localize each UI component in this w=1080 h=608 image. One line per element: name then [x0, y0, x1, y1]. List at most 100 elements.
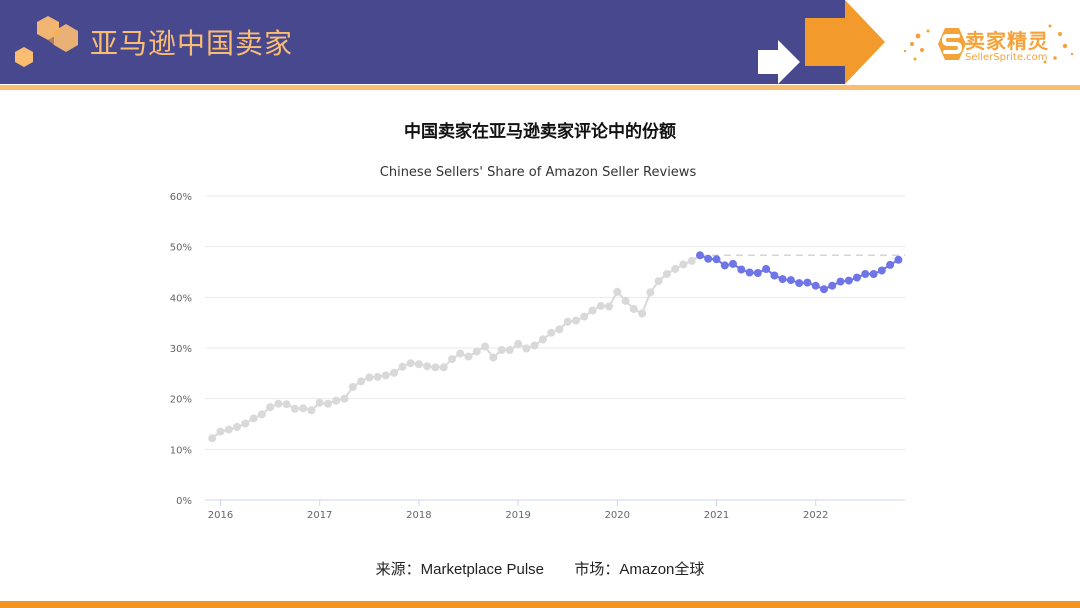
data-point[interactable]: [332, 396, 341, 405]
data-point[interactable]: [530, 341, 539, 350]
data-point[interactable]: [828, 281, 837, 290]
data-point[interactable]: [514, 339, 523, 348]
data-point[interactable]: [340, 394, 349, 403]
data-point[interactable]: [811, 281, 820, 290]
data-point[interactable]: [547, 328, 556, 337]
data-point[interactable]: [638, 309, 647, 318]
x-axis: 2016 2017 2018 2019 2020 2021 2022: [208, 500, 828, 521]
data-point[interactable]: [456, 349, 465, 358]
y-tick-label: 40%: [170, 293, 192, 304]
data-point[interactable]: [704, 254, 713, 263]
data-point[interactable]: [786, 276, 795, 285]
data-point[interactable]: [431, 363, 440, 372]
data-point[interactable]: [869, 270, 878, 278]
data-point[interactable]: [729, 259, 737, 268]
data-point[interactable]: [439, 363, 448, 372]
data-point[interactable]: [481, 342, 489, 351]
data-point[interactable]: [307, 406, 316, 415]
data-point[interactable]: [390, 368, 399, 377]
data-point[interactable]: [572, 316, 580, 325]
data-point[interactable]: [621, 296, 630, 305]
data-point[interactable]: [877, 266, 886, 275]
header-title: 亚马逊中国卖家: [90, 27, 294, 60]
y-tick-label: 0%: [176, 496, 192, 507]
data-point[interactable]: [365, 373, 374, 382]
brand-s-hexagon-icon: [903, 24, 1074, 64]
data-point[interactable]: [596, 301, 605, 310]
data-point[interactable]: [257, 410, 266, 419]
y-axis-labels: 0% 10% 20% 30% 40% 50% 60%: [170, 192, 192, 507]
data-point[interactable]: [315, 398, 324, 407]
data-point[interactable]: [613, 287, 622, 296]
data-point[interactable]: [770, 271, 779, 280]
y-tick-label: 50%: [170, 243, 192, 254]
market-label: 市场：Amazon全球: [574, 561, 705, 578]
data-point[interactable]: [646, 288, 655, 297]
series-1: [691, 251, 903, 294]
data-point[interactable]: [662, 270, 671, 278]
data-point[interactable]: [820, 285, 828, 294]
data-point[interactable]: [282, 400, 291, 409]
data-point[interactable]: [241, 419, 250, 428]
data-point[interactable]: [762, 265, 771, 273]
x-tick-label: 2017: [307, 510, 332, 521]
data-point[interactable]: [894, 255, 903, 264]
data-point[interactable]: [274, 399, 283, 408]
data-point[interactable]: [472, 347, 481, 356]
data-point[interactable]: [778, 275, 787, 284]
data-point[interactable]: [398, 362, 407, 371]
hexagon-logo-icon: [15, 16, 78, 67]
data-point[interactable]: [753, 269, 762, 277]
header: 亚马逊中国卖家 卖家精灵 SellerSprite.com: [0, 0, 1080, 92]
data-point[interactable]: [629, 305, 638, 313]
data-point[interactable]: [555, 325, 564, 334]
data-point[interactable]: [505, 346, 514, 354]
x-tick-label: 2022: [803, 510, 828, 521]
data-point[interactable]: [324, 399, 332, 408]
data-point[interactable]: [538, 335, 547, 344]
data-point[interactable]: [720, 261, 729, 270]
data-point[interactable]: [803, 278, 812, 287]
data-point[interactable]: [266, 403, 275, 412]
data-point[interactable]: [580, 312, 589, 321]
data-point[interactable]: [233, 423, 241, 431]
data-point[interactable]: [588, 306, 597, 315]
data-point[interactable]: [696, 251, 704, 260]
data-point[interactable]: [373, 372, 382, 381]
chart-series: [208, 251, 903, 443]
data-point[interactable]: [357, 377, 365, 386]
data-point[interactable]: [745, 268, 754, 277]
data-point[interactable]: [712, 255, 721, 264]
data-point[interactable]: [299, 404, 308, 413]
data-point[interactable]: [489, 353, 498, 362]
data-point[interactable]: [861, 270, 870, 278]
data-point[interactable]: [737, 265, 746, 274]
data-point[interactable]: [654, 277, 663, 286]
data-point[interactable]: [216, 427, 225, 436]
data-point[interactable]: [671, 265, 680, 273]
data-point[interactable]: [423, 362, 432, 371]
data-point[interactable]: [224, 425, 233, 434]
data-point[interactable]: [522, 344, 531, 353]
x-tick-label: 2020: [605, 510, 630, 521]
data-point[interactable]: [406, 359, 415, 368]
data-point[interactable]: [497, 346, 506, 354]
data-point[interactable]: [208, 434, 217, 443]
data-point[interactable]: [844, 276, 853, 285]
data-point[interactable]: [381, 371, 390, 380]
data-point[interactable]: [290, 404, 299, 413]
data-point[interactable]: [795, 279, 804, 288]
y-tick-label: 60%: [170, 192, 192, 203]
data-point[interactable]: [836, 277, 845, 286]
data-point[interactable]: [853, 273, 861, 282]
data-point[interactable]: [249, 414, 258, 423]
data-point[interactable]: [448, 355, 456, 364]
data-point[interactable]: [563, 317, 572, 326]
data-point[interactable]: [886, 260, 895, 269]
data-point[interactable]: [348, 383, 357, 391]
data-point[interactable]: [414, 360, 423, 369]
data-point[interactable]: [605, 302, 613, 311]
data-point[interactable]: [679, 260, 688, 269]
data-point[interactable]: [464, 352, 473, 361]
brand-name-en: SellerSprite.com: [965, 52, 1048, 63]
